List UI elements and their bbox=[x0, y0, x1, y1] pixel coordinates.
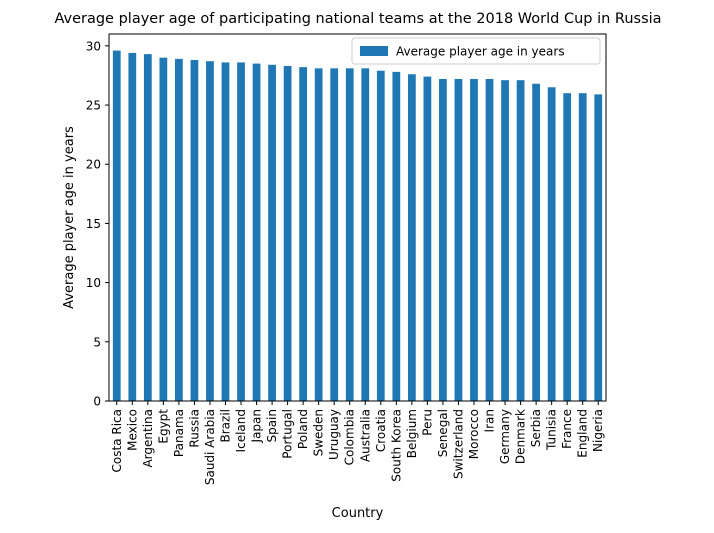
x-tick-label: Nigeria bbox=[591, 409, 605, 452]
x-tick-label: Serbia bbox=[529, 409, 543, 447]
x-tick-label: Poland bbox=[296, 409, 310, 449]
bar-germany bbox=[501, 80, 509, 402]
x-tick-label: Australia bbox=[358, 409, 372, 462]
x-tick-label: Croatia bbox=[374, 409, 388, 452]
bar-sweden bbox=[314, 68, 323, 401]
x-tick-label: Mexico bbox=[125, 409, 139, 451]
legend-box bbox=[351, 37, 601, 65]
legend: Average player age in years bbox=[351, 37, 601, 65]
y-axis: 0 5 10 15 20 25 30 bbox=[86, 39, 109, 409]
bar-australia bbox=[361, 68, 370, 401]
x-tick-label: Portugal bbox=[281, 409, 295, 459]
y-tick-label: 15 bbox=[86, 217, 101, 231]
bar-tunisia bbox=[547, 87, 556, 401]
x-tick-label: Costa Rica bbox=[110, 409, 124, 472]
bar-peru bbox=[423, 76, 432, 401]
bar-colombia bbox=[345, 68, 354, 401]
bar-brazil bbox=[221, 62, 230, 401]
bar-argentina bbox=[143, 54, 152, 402]
x-tick-label: Brazil bbox=[218, 409, 232, 443]
x-tick-label: France bbox=[560, 409, 574, 449]
x-tick-label: Saudi Arabia bbox=[203, 409, 217, 485]
y-axis-label: Average player age in years bbox=[62, 126, 77, 309]
bar-russia bbox=[190, 60, 199, 401]
x-tick-label: Switzerland bbox=[451, 409, 465, 479]
x-tick-label: Uruguay bbox=[327, 409, 341, 460]
bar-portugal bbox=[283, 65, 292, 402]
x-tick-label: Iceland bbox=[234, 409, 248, 452]
bar-nigeria bbox=[594, 94, 603, 402]
bar-croatia bbox=[376, 70, 385, 401]
y-tick-label: 25 bbox=[86, 99, 101, 113]
bar-spain bbox=[268, 64, 276, 402]
plot-frame bbox=[108, 33, 607, 402]
bar-poland bbox=[299, 67, 308, 402]
bar-uruguay bbox=[330, 68, 339, 401]
bar-japan bbox=[252, 63, 261, 402]
y-tick-label: 5 bbox=[93, 335, 101, 349]
x-tick-label: Sweden bbox=[312, 409, 326, 456]
bar-serbia bbox=[532, 83, 540, 401]
x-tick-label: Peru bbox=[420, 409, 434, 436]
bar-morocco bbox=[470, 78, 478, 402]
chart-title: Average player age of participating nati… bbox=[54, 11, 661, 27]
y-tick-label: 20 bbox=[86, 158, 101, 172]
x-tick-label: Spain bbox=[265, 409, 279, 443]
bars-group bbox=[112, 50, 603, 402]
x-tick-label: Belgium bbox=[405, 409, 419, 458]
x-tick-label: Morocco bbox=[467, 409, 481, 459]
x-tick-label: Panama bbox=[172, 409, 186, 457]
bar-mexico bbox=[128, 52, 137, 402]
x-tick-label: South Korea bbox=[389, 409, 403, 482]
bar-panama bbox=[175, 58, 183, 401]
bar-switzerland bbox=[454, 78, 463, 402]
y-tick-label: 30 bbox=[86, 39, 101, 53]
bar-iceland bbox=[237, 62, 245, 401]
x-tick-label: England bbox=[576, 409, 590, 458]
bar-saudi-arabia bbox=[206, 61, 214, 401]
x-axis: Costa Rica Mexico Argentina Egypt Panama Russ… bbox=[110, 401, 605, 485]
bar-iran bbox=[485, 78, 494, 402]
bar-england bbox=[578, 93, 587, 402]
x-tick-label: Senegal bbox=[436, 409, 450, 457]
y-tick-label: 10 bbox=[86, 276, 101, 290]
bar-denmark bbox=[516, 80, 525, 402]
bar-france bbox=[563, 93, 572, 402]
bar-south-korea bbox=[392, 71, 401, 401]
x-tick-label: Germany bbox=[498, 409, 512, 464]
x-tick-label: Denmark bbox=[514, 409, 528, 464]
x-tick-label: Egypt bbox=[156, 409, 170, 444]
x-tick-label: Argentina bbox=[141, 409, 155, 468]
x-tick-label: Russia bbox=[187, 409, 201, 448]
x-tick-label: Japan bbox=[250, 409, 264, 443]
bar-costa-rica bbox=[112, 50, 121, 402]
y-tick-label: 0 bbox=[93, 395, 101, 409]
x-axis-label: Country bbox=[332, 506, 384, 521]
bar-egypt bbox=[159, 57, 168, 401]
x-tick-label: Iran bbox=[483, 409, 497, 432]
bar-senegal bbox=[439, 78, 447, 402]
legend-swatch bbox=[360, 46, 388, 56]
x-tick-label: Colombia bbox=[343, 409, 357, 465]
bar-belgium bbox=[407, 74, 416, 401]
legend-label: Average player age in years bbox=[396, 45, 565, 59]
x-tick-label: Tunisia bbox=[545, 409, 559, 451]
